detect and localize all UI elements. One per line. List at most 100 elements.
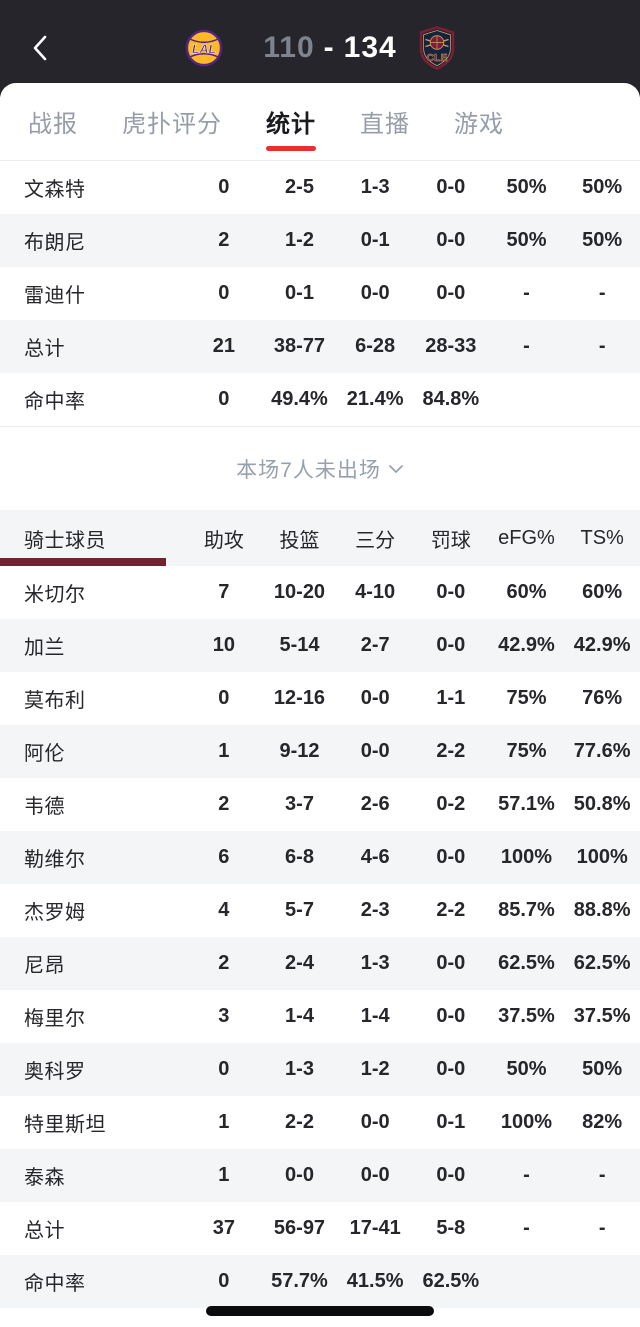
tab-label: 战报 bbox=[28, 111, 78, 138]
column-header-efg: eFG% bbox=[498, 526, 555, 549]
stat-cell: 84.8% bbox=[422, 388, 480, 410]
table-row[interactable]: 特里斯坦 1 2-2 0-0 0-1 100% 82% bbox=[0, 1096, 640, 1149]
table-row[interactable]: 梅里尔 3 1-4 1-4 0-0 37.5% 37.5% bbox=[0, 990, 640, 1043]
stat-cell: 50% bbox=[506, 1058, 547, 1080]
player-name: 布朗尼 bbox=[24, 232, 86, 254]
tab-stats[interactable]: 统计 bbox=[266, 83, 316, 160]
stat-cell: 50% bbox=[582, 176, 623, 198]
table-row[interactable]: 泰森 1 0-0 0-0 0-0 - - bbox=[0, 1149, 640, 1202]
column-header-fg: 投篮 bbox=[279, 529, 320, 552]
stat-cell: 0-0 bbox=[436, 581, 466, 603]
stat-cell: 2-6 bbox=[360, 793, 390, 815]
player-name: 奥科罗 bbox=[24, 1061, 86, 1083]
lakers-abbr: LAL bbox=[192, 42, 216, 56]
table-row: 总计 21 38-77 6-28 28-33 - - bbox=[0, 320, 640, 373]
table-row[interactable]: 布朗尼 2 1-2 0-1 0-0 50% 50% bbox=[0, 214, 640, 267]
table-row[interactable]: 文森特 0 2-5 1-3 0-0 50% 50% bbox=[0, 161, 640, 214]
stat-cell: - bbox=[523, 1217, 530, 1239]
stat-cell: 12-16 bbox=[273, 687, 326, 709]
bench-note-label: 本场7人未出场 bbox=[236, 458, 381, 482]
table-row[interactable]: 莫布利 0 12-16 0-0 1-1 75% 76% bbox=[0, 672, 640, 725]
stat-cell: 100% bbox=[500, 846, 553, 868]
table-row[interactable]: 加兰 10 5-14 2-7 0-0 42.9% 42.9% bbox=[0, 619, 640, 672]
stat-cell: - bbox=[598, 1217, 606, 1239]
table-row[interactable]: 勒维尔 6 6-8 4-6 0-0 100% 100% bbox=[0, 831, 640, 884]
stat-cell: 0-0 bbox=[436, 634, 466, 656]
stat-cell: - bbox=[598, 1164, 606, 1186]
table-row[interactable]: 杰罗姆 4 5-7 2-3 2-2 85.7% 88.8% bbox=[0, 884, 640, 937]
stat-cell: 1-4 bbox=[285, 1005, 314, 1027]
bench-note-row: 本场7人未出场 bbox=[0, 426, 640, 510]
stat-cell: 62.5% bbox=[498, 952, 555, 974]
stat-cell: 50% bbox=[506, 229, 547, 251]
stat-cell: 42.9% bbox=[573, 634, 631, 656]
stat-cell: 37.5% bbox=[498, 1005, 555, 1027]
cavs-players-column-header: 骑士球员 bbox=[24, 529, 106, 552]
table-row: 命中率 0 49.4% 21.4% 84.8% bbox=[0, 373, 640, 426]
stat-cell: 2-2 bbox=[436, 740, 466, 762]
stat-cell: 2-2 bbox=[285, 1111, 314, 1133]
stat-cell: - bbox=[523, 282, 530, 304]
player-name: 阿伦 bbox=[24, 743, 65, 765]
stat-cell: 60% bbox=[506, 581, 547, 603]
active-tab-indicator bbox=[266, 146, 316, 151]
stat-cell: 100% bbox=[500, 1111, 553, 1133]
content-card: 战报 虎扑评分 统计 直播 游戏 文森特 0 2-5 1-3 0-0 50% 50% 布朗尼 2… bbox=[0, 83, 640, 1327]
table-row[interactable]: 米切尔 7 10-20 4-10 0-0 60% 60% bbox=[0, 566, 640, 619]
stat-cell: 1-3 bbox=[360, 176, 390, 198]
stat-cell: 5-14 bbox=[279, 634, 320, 656]
tab-label: 直播 bbox=[360, 111, 410, 138]
chevron-left-icon bbox=[33, 35, 47, 61]
stat-cell: 0-0 bbox=[360, 1164, 390, 1186]
table-row[interactable]: 奥科罗 0 1-3 1-2 0-0 50% 50% bbox=[0, 1043, 640, 1096]
stat-cell: 76% bbox=[582, 687, 623, 709]
stat-cell: 3 bbox=[218, 1005, 230, 1027]
stat-cell: 38-77 bbox=[273, 335, 326, 357]
back-button[interactable] bbox=[22, 30, 58, 66]
tab-label: 游戏 bbox=[454, 111, 504, 138]
column-header-ft: 罚球 bbox=[430, 529, 471, 552]
stat-cell: 0-0 bbox=[436, 1164, 466, 1186]
cavs-table-header: 骑士球员 助攻 投篮 三分 罚球 eFG% TS% bbox=[0, 510, 640, 566]
stat-cell: 0-0 bbox=[360, 1111, 390, 1133]
chevron-down-icon bbox=[388, 464, 403, 473]
column-header-ts: TS% bbox=[580, 526, 624, 549]
stat-cell: 1-3 bbox=[360, 952, 390, 974]
tab-game[interactable]: 游戏 bbox=[454, 83, 504, 160]
bench-note-link[interactable]: 本场7人未出场 bbox=[236, 454, 404, 484]
tab-hupu-rating[interactable]: 虎扑评分 bbox=[122, 83, 222, 160]
tab-live[interactable]: 直播 bbox=[360, 83, 410, 160]
topbar: LAL 110 - 134 CLE bbox=[0, 0, 640, 97]
stat-cell: 21 bbox=[212, 335, 235, 357]
home-score: 110 bbox=[263, 31, 315, 64]
stat-cell: 56-97 bbox=[273, 1217, 326, 1239]
stat-cell: 1 bbox=[218, 1164, 230, 1186]
stat-cell: 0-0 bbox=[360, 740, 390, 762]
stat-cell: 50% bbox=[582, 229, 623, 251]
stat-cell: 37 bbox=[212, 1217, 235, 1239]
stat-cell: 50% bbox=[582, 1058, 623, 1080]
stat-cell: 1-2 bbox=[360, 1058, 390, 1080]
stat-cell: 17-41 bbox=[349, 1217, 401, 1239]
stat-cell: 0-0 bbox=[360, 282, 390, 304]
table-row[interactable]: 尼昂 2 2-4 1-3 0-0 62.5% 62.5% bbox=[0, 937, 640, 990]
stat-cell: 2-2 bbox=[436, 899, 466, 921]
table-row[interactable]: 韦德 2 3-7 2-6 0-2 57.1% 50.8% bbox=[0, 778, 640, 831]
player-name: 命中率 bbox=[24, 391, 86, 413]
cavaliers-abbr: CLE bbox=[427, 52, 448, 64]
stat-cell: 75% bbox=[506, 740, 547, 762]
table-row[interactable]: 阿伦 1 9-12 0-0 2-2 75% 77.6% bbox=[0, 725, 640, 778]
table-row[interactable]: 雷迪什 0 0-1 0-0 0-0 - - bbox=[0, 267, 640, 320]
stat-cell: 85.7% bbox=[498, 899, 555, 921]
player-name: 总计 bbox=[24, 338, 65, 360]
stat-cell: 6 bbox=[218, 846, 230, 868]
home-indicator[interactable] bbox=[206, 1306, 434, 1316]
lakers-logo-icon: LAL bbox=[185, 29, 223, 67]
player-name: 尼昂 bbox=[24, 955, 65, 977]
table-row: 命中率 0 57.7% 41.5% 62.5% bbox=[0, 1255, 640, 1308]
player-name: 米切尔 bbox=[24, 584, 86, 606]
player-name: 勒维尔 bbox=[24, 849, 86, 871]
stat-cell: 37.5% bbox=[573, 1005, 631, 1027]
tab-game-report[interactable]: 战报 bbox=[28, 83, 78, 160]
